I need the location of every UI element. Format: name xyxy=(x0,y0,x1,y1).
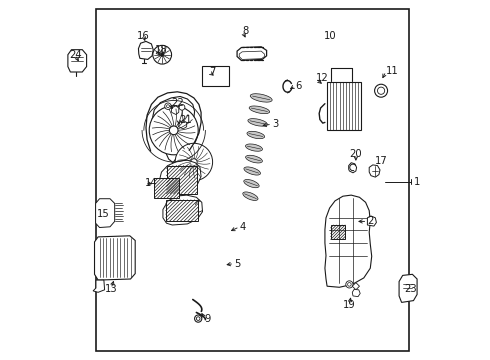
Text: 8: 8 xyxy=(243,26,249,36)
Polygon shape xyxy=(166,200,198,221)
Ellipse shape xyxy=(249,106,270,114)
Text: 23: 23 xyxy=(404,284,417,294)
Ellipse shape xyxy=(244,180,259,188)
Circle shape xyxy=(153,45,172,64)
Polygon shape xyxy=(179,121,187,129)
Circle shape xyxy=(170,126,178,135)
Text: 12: 12 xyxy=(316,73,328,84)
Polygon shape xyxy=(159,160,201,199)
Text: 9: 9 xyxy=(205,314,211,324)
Ellipse shape xyxy=(222,69,228,83)
Circle shape xyxy=(347,283,351,286)
Circle shape xyxy=(165,103,171,109)
Circle shape xyxy=(175,143,213,181)
Polygon shape xyxy=(93,280,104,292)
Circle shape xyxy=(191,159,197,165)
Polygon shape xyxy=(369,165,380,177)
Text: 15: 15 xyxy=(97,209,109,219)
Polygon shape xyxy=(139,41,153,59)
Circle shape xyxy=(346,281,353,288)
Text: 6: 6 xyxy=(295,81,302,91)
Text: 7: 7 xyxy=(209,67,216,77)
Text: 18: 18 xyxy=(155,45,168,55)
Text: 10: 10 xyxy=(324,31,336,41)
Polygon shape xyxy=(202,66,229,86)
Ellipse shape xyxy=(243,192,258,201)
Ellipse shape xyxy=(247,131,265,139)
Polygon shape xyxy=(96,9,409,351)
Text: 2: 2 xyxy=(368,216,374,226)
Circle shape xyxy=(374,84,388,97)
Polygon shape xyxy=(352,289,360,297)
Polygon shape xyxy=(331,225,345,239)
Text: 20: 20 xyxy=(349,149,362,159)
Polygon shape xyxy=(96,199,115,228)
Text: 3: 3 xyxy=(272,119,278,129)
Polygon shape xyxy=(327,82,361,130)
Polygon shape xyxy=(237,47,267,60)
Polygon shape xyxy=(163,195,202,225)
Text: 11: 11 xyxy=(386,66,399,76)
Text: 19: 19 xyxy=(343,300,356,310)
Text: 5: 5 xyxy=(234,258,241,269)
Text: 1: 1 xyxy=(414,177,420,187)
Text: 22: 22 xyxy=(171,98,184,108)
Polygon shape xyxy=(68,50,87,72)
Circle shape xyxy=(377,87,385,94)
Ellipse shape xyxy=(202,69,208,83)
Polygon shape xyxy=(239,51,265,59)
Ellipse shape xyxy=(245,155,262,163)
Polygon shape xyxy=(154,178,179,198)
Ellipse shape xyxy=(244,167,261,175)
Polygon shape xyxy=(352,283,360,290)
Ellipse shape xyxy=(216,69,221,83)
Circle shape xyxy=(167,105,170,108)
Text: 17: 17 xyxy=(375,156,388,166)
Circle shape xyxy=(149,106,198,155)
Polygon shape xyxy=(349,163,357,173)
Polygon shape xyxy=(167,166,197,194)
Circle shape xyxy=(160,53,164,57)
Text: 24: 24 xyxy=(69,50,81,60)
Ellipse shape xyxy=(245,144,263,151)
Ellipse shape xyxy=(250,94,272,102)
Polygon shape xyxy=(172,106,179,114)
Polygon shape xyxy=(399,274,417,302)
Circle shape xyxy=(196,317,200,320)
Polygon shape xyxy=(95,236,135,280)
Circle shape xyxy=(195,315,202,322)
Polygon shape xyxy=(368,216,376,226)
Circle shape xyxy=(179,104,185,110)
Ellipse shape xyxy=(209,69,215,83)
Text: 14: 14 xyxy=(145,178,158,188)
Ellipse shape xyxy=(248,119,268,126)
Text: 21: 21 xyxy=(179,114,192,125)
Polygon shape xyxy=(325,195,372,287)
Text: 13: 13 xyxy=(105,284,118,294)
Text: 16: 16 xyxy=(137,31,150,41)
Polygon shape xyxy=(152,96,195,163)
Text: 4: 4 xyxy=(240,222,246,232)
